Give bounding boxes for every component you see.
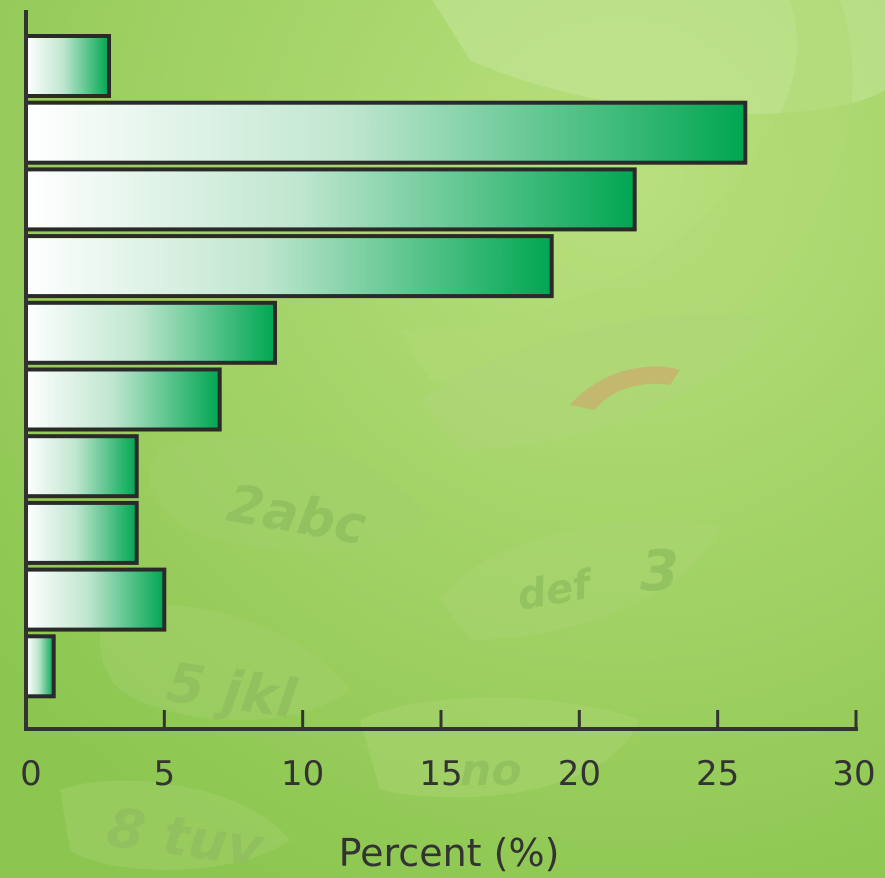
x-axis-title: Percent (%) bbox=[339, 831, 560, 875]
x-tick-label: 25 bbox=[696, 754, 739, 794]
bar-series bbox=[24, 34, 748, 699]
bar-2 bbox=[24, 100, 748, 165]
bar-10 bbox=[24, 634, 56, 699]
phone-screen-shape bbox=[432, 0, 885, 114]
phone-body-shape bbox=[400, 0, 853, 390]
keypad-glyph: no bbox=[460, 745, 522, 796]
phone-key-shape bbox=[60, 780, 290, 870]
x-tick-label: 0 bbox=[20, 754, 42, 794]
x-tick-label: 30 bbox=[832, 754, 875, 794]
bar-3 bbox=[24, 167, 637, 232]
phone-key-shape bbox=[150, 436, 430, 552]
bar-9 bbox=[24, 567, 167, 632]
bar-7 bbox=[24, 434, 139, 499]
x-tick-label: 10 bbox=[281, 754, 324, 794]
phone-key-shape bbox=[420, 313, 770, 450]
bar-5 bbox=[24, 300, 277, 365]
bar-4 bbox=[24, 234, 554, 299]
bar-6 bbox=[24, 367, 222, 432]
phone-key-shape bbox=[99, 603, 350, 720]
bar-1 bbox=[24, 34, 111, 98]
phone-key-shape bbox=[440, 521, 720, 640]
x-tick-label: 5 bbox=[154, 754, 176, 794]
x-tick-label: 20 bbox=[558, 754, 601, 794]
keypad-glyph: 3 bbox=[640, 539, 679, 604]
phone-key-shape bbox=[360, 697, 640, 798]
x-tick-label: 15 bbox=[419, 754, 462, 794]
bar-8 bbox=[24, 500, 139, 565]
x-ticks: 0 5 10 15 20 25 30 bbox=[20, 710, 876, 794]
phone-call-icon bbox=[570, 366, 680, 410]
